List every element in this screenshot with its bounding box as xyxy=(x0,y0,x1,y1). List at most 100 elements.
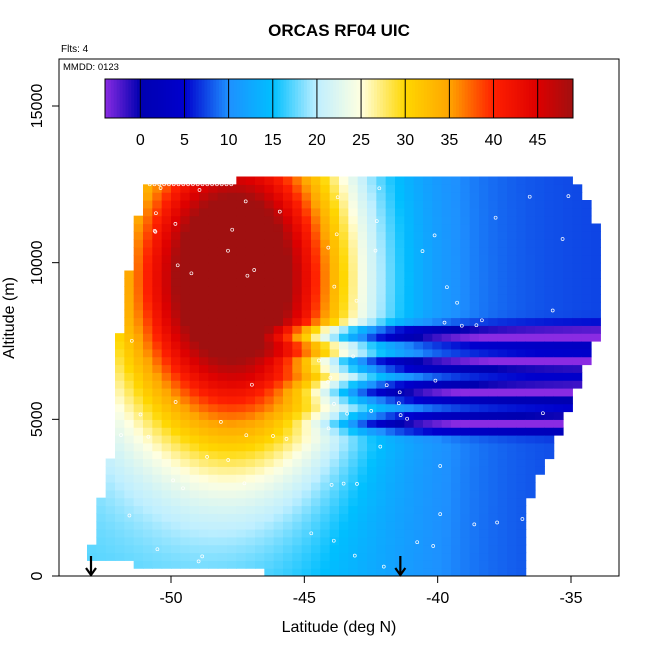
sample-point xyxy=(527,194,532,199)
heatmap-cell xyxy=(413,348,424,358)
heatmap-cell xyxy=(572,207,583,217)
heatmap-cell xyxy=(133,458,144,467)
heatmap-cell xyxy=(572,286,583,295)
heatmap-cell xyxy=(273,254,284,264)
heatmap-cell xyxy=(497,380,508,389)
heatmap-cell xyxy=(404,388,415,397)
heatmap-cell xyxy=(469,388,480,397)
heatmap-cell xyxy=(525,372,536,381)
heatmap-cell xyxy=(525,262,536,272)
heatmap-cell xyxy=(581,215,592,225)
heatmap-cell xyxy=(217,200,228,209)
sample-point xyxy=(173,222,178,226)
heatmap-cell xyxy=(591,294,601,303)
sample-point xyxy=(459,323,464,328)
heatmap-cell xyxy=(152,411,163,420)
heatmap-cell xyxy=(441,262,452,272)
heatmap-cell xyxy=(497,207,508,217)
heatmap-cell xyxy=(563,403,573,413)
heatmap-cell xyxy=(432,450,443,460)
heatmap-cell xyxy=(245,239,256,248)
heatmap-cell xyxy=(236,231,247,240)
heatmap-cell xyxy=(357,536,368,546)
sample-point xyxy=(219,182,224,187)
heatmap-cell xyxy=(115,474,125,483)
heatmap-cell xyxy=(329,560,340,569)
heatmap-cell xyxy=(488,262,499,272)
heatmap-cell xyxy=(339,544,349,554)
heatmap-cell xyxy=(451,536,461,546)
heatmap-cell xyxy=(329,301,340,311)
heatmap-cell xyxy=(432,223,443,232)
heatmap-cell xyxy=(236,192,247,201)
heatmap-cell xyxy=(152,395,163,405)
heatmap-cell xyxy=(329,333,340,342)
heatmap-cell xyxy=(283,497,293,507)
heatmap-cell xyxy=(227,458,237,467)
heatmap-cell xyxy=(283,254,293,264)
heatmap-cell xyxy=(432,435,443,444)
heatmap-cell xyxy=(171,294,181,303)
heatmap-cell xyxy=(255,207,265,217)
heatmap-cell xyxy=(245,529,256,538)
heatmap-cell xyxy=(507,317,517,326)
heatmap-cell xyxy=(311,442,321,452)
heatmap-cell xyxy=(161,505,172,514)
heatmap-cell xyxy=(245,388,256,397)
heatmap-cell xyxy=(516,192,527,201)
colorbar-swatch xyxy=(514,79,518,118)
colorbar-swatch xyxy=(473,79,477,118)
heatmap-cell xyxy=(581,278,592,287)
heatmap-cell xyxy=(507,223,517,232)
heatmap-cell xyxy=(460,200,471,209)
heatmap-cell xyxy=(460,458,471,467)
colorbar-swatch xyxy=(137,79,141,118)
heatmap-cell xyxy=(507,513,517,522)
heatmap-cell xyxy=(516,442,527,452)
heatmap-cell xyxy=(199,207,209,217)
heatmap-cell xyxy=(245,348,256,358)
heatmap-cell xyxy=(395,466,405,475)
heatmap-cell xyxy=(479,544,489,554)
heatmap-cell xyxy=(432,309,443,319)
heatmap-cell xyxy=(180,458,191,467)
heatmap-cell xyxy=(413,239,424,248)
heatmap-cell xyxy=(199,333,209,342)
heatmap-cell xyxy=(180,200,191,209)
sample-point xyxy=(326,426,331,431)
heatmap-cell xyxy=(273,482,284,491)
heatmap-cell xyxy=(441,411,452,420)
heatmap-cell xyxy=(329,536,340,546)
colorbar-swatch xyxy=(198,79,203,118)
heatmap-cell xyxy=(152,239,163,248)
heatmap-cell xyxy=(479,380,489,389)
heatmap-cell xyxy=(189,364,200,373)
heatmap-cell xyxy=(208,341,219,350)
heatmap-cell xyxy=(180,341,191,350)
heatmap-cell xyxy=(348,317,359,326)
heatmap-cell xyxy=(404,411,415,420)
heatmap-cell xyxy=(124,309,135,319)
heatmap-cell xyxy=(208,184,219,193)
heatmap-cell xyxy=(245,215,256,225)
heatmap-cell xyxy=(292,419,303,428)
heatmap-cell xyxy=(423,536,433,546)
heatmap-cell xyxy=(199,505,209,514)
heatmap-cell xyxy=(320,419,331,428)
heatmap-cell xyxy=(320,239,331,248)
heatmap-cell xyxy=(217,497,228,507)
heatmap-cell xyxy=(376,231,387,240)
heatmap-cell xyxy=(488,505,499,514)
heatmap-cell xyxy=(180,184,191,193)
heatmap-cell xyxy=(161,536,172,546)
heatmap-cell xyxy=(199,239,209,248)
heatmap-cell xyxy=(441,270,452,279)
heatmap-cell xyxy=(133,435,144,444)
heatmap-cell xyxy=(469,435,480,444)
heatmap-cell xyxy=(395,474,405,483)
heatmap-cell xyxy=(227,536,237,546)
heatmap-cell xyxy=(255,497,265,507)
heatmap-cell xyxy=(404,482,415,491)
heatmap-cell xyxy=(581,356,592,366)
heatmap-cell xyxy=(189,270,200,279)
